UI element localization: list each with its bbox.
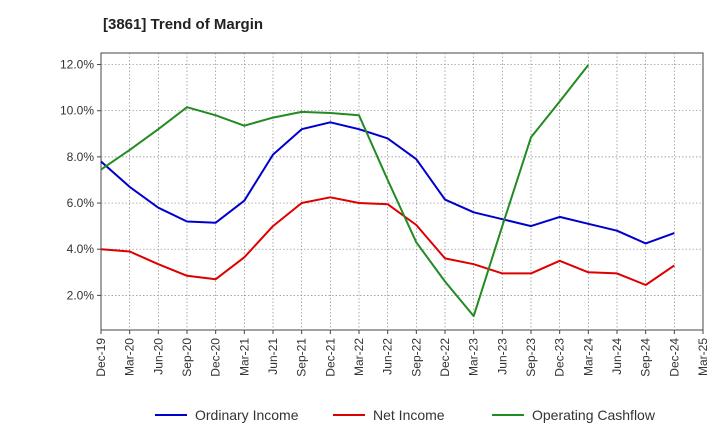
- net-income-legend-label: Net Income: [373, 407, 445, 423]
- x-tick-label: Sep-24: [639, 338, 653, 377]
- x-tick-label: Sep-23: [524, 338, 538, 377]
- x-tick-label: Dec-20: [209, 338, 223, 377]
- x-tick-label: Jun-20: [151, 338, 165, 375]
- operating-cashflow-line: [100, 64, 590, 318]
- y-tick-label: 8.0%: [67, 150, 95, 164]
- series-lines: [100, 64, 675, 318]
- y-tick-label: 6.0%: [67, 196, 95, 210]
- x-tick-label: Sep-22: [409, 338, 423, 377]
- y-tick-label: 12.0%: [60, 58, 94, 72]
- x-tick-label: Sep-20: [180, 338, 194, 377]
- x-tick-label: Dec-19: [94, 338, 108, 377]
- net-income-line: [100, 196, 675, 286]
- x-tick-label: Mar-20: [123, 338, 137, 376]
- plot-area: [100, 52, 704, 331]
- x-tick-label: Dec-21: [323, 338, 337, 377]
- chart-title: [3861] Trend of Margin: [103, 16, 264, 33]
- operating-cashflow-legend-label: Operating Cashflow: [532, 407, 656, 423]
- x-tick-label: Jun-23: [495, 338, 509, 375]
- x-tick-label: Jun-24: [610, 338, 624, 375]
- x-axis-ticks: Dec-19 Mar-20 Jun-20 Sep-20 Dec-20 Mar-21 Jun-…: [94, 330, 710, 377]
- x-tick-label: Dec-24: [667, 338, 681, 377]
- x-tick-label: Mar-22: [352, 338, 366, 376]
- x-tick-label: Mar-24: [581, 338, 595, 376]
- y-tick-label: 4.0%: [67, 242, 95, 256]
- x-tick-label: Dec-22: [438, 338, 452, 377]
- y-tick-label: 2.0%: [67, 288, 95, 302]
- x-tick-label: Mar-23: [467, 338, 481, 376]
- y-tick-label: 10.0%: [60, 104, 94, 118]
- ordinary-income-line: [100, 121, 675, 245]
- legend: Ordinary Income Net Income Operating Cashf…: [155, 407, 656, 423]
- ordinary-income-legend-label: Ordinary Income: [195, 407, 299, 423]
- x-tick-label: Jun-22: [381, 338, 395, 375]
- y-axis-ticks: 2.0% 4.0% 6.0% 8.0% 10.0% 12.0%: [60, 58, 101, 302]
- x-tick-label: Mar-21: [237, 338, 251, 376]
- x-tick-label: Sep-21: [295, 338, 309, 377]
- x-tick-label: Jun-21: [266, 338, 280, 375]
- x-tick-label: Dec-23: [553, 338, 567, 377]
- x-tick-label: Mar-25: [696, 338, 710, 376]
- gridlines: [101, 53, 703, 330]
